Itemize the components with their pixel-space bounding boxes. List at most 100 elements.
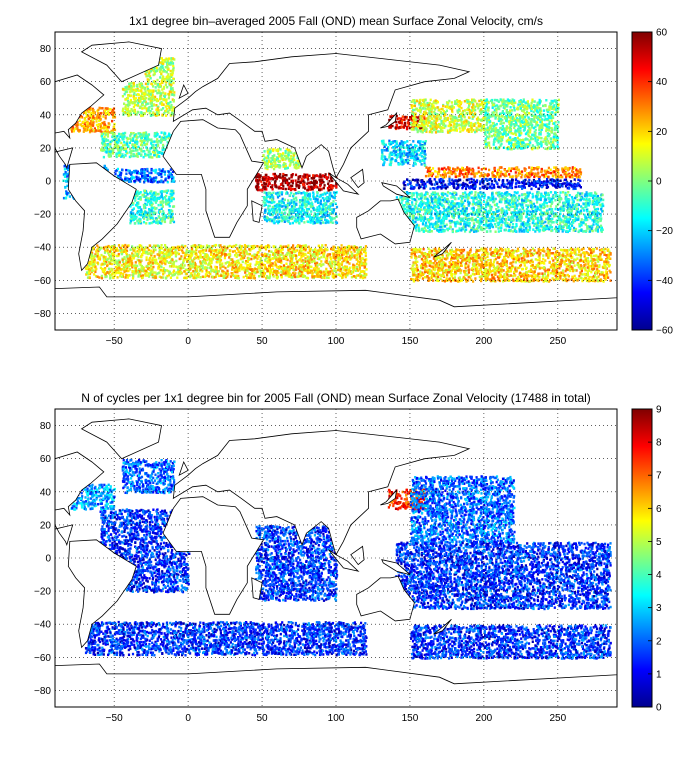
data-cell (65, 190, 68, 193)
data-cell (221, 274, 225, 278)
data-cell (114, 135, 117, 138)
data-cell (137, 89, 140, 92)
data-cell (136, 219, 139, 223)
data-cell (210, 270, 213, 273)
data-cell (139, 180, 142, 183)
data-cell (320, 179, 323, 183)
data-cell (125, 168, 128, 172)
data-cell (267, 175, 270, 179)
data-cell (301, 259, 304, 262)
data-cell (84, 118, 87, 122)
data-cell (317, 208, 320, 211)
data-cell (158, 249, 161, 252)
data-cell (106, 168, 109, 172)
data-cell (152, 103, 155, 106)
data-cell (345, 269, 348, 272)
data-cell (166, 79, 169, 82)
data-cell (149, 109, 152, 113)
data-cell (310, 216, 313, 219)
data-cell (260, 261, 264, 264)
data-cell (247, 252, 250, 256)
data-cell (328, 179, 331, 183)
data-cell (327, 276, 330, 279)
data-cell (157, 91, 161, 95)
data-cell (195, 251, 198, 254)
data-cell (128, 268, 131, 271)
data-cell (96, 244, 99, 247)
data-cell (271, 178, 275, 181)
data-cell (283, 269, 286, 272)
data-cell (319, 180, 322, 183)
data-cell (341, 276, 344, 279)
data-cell (149, 175, 152, 179)
data-cell (157, 144, 160, 147)
data-cell (169, 172, 172, 175)
data-cell (145, 191, 148, 195)
data-cell (267, 200, 270, 204)
data-cell (243, 268, 246, 272)
data-cell (278, 216, 281, 219)
data-cell (243, 247, 247, 251)
data-cell (159, 169, 162, 172)
data-cell (137, 145, 140, 149)
data-cell (264, 266, 267, 269)
data-cell (235, 243, 238, 247)
data-cell (236, 247, 239, 250)
data-cell (347, 272, 350, 275)
data-cell (273, 270, 276, 274)
data-cell (234, 276, 237, 279)
data-cell (99, 129, 102, 133)
data-cell (138, 273, 141, 276)
data-cell (291, 246, 294, 249)
data-cell (145, 196, 148, 199)
data-cell (140, 147, 143, 150)
data-cell (132, 212, 135, 215)
data-cell (304, 203, 307, 206)
data-cell (171, 219, 174, 222)
data-cell (123, 102, 126, 105)
data-cell (212, 256, 215, 259)
data-cell (270, 177, 273, 180)
data-cell (267, 182, 271, 186)
data-cell (185, 268, 188, 271)
data-cell (111, 108, 114, 112)
data-cell (304, 253, 307, 257)
data-cell (106, 112, 109, 115)
data-cell (299, 258, 302, 261)
data-cell (205, 244, 209, 247)
data-cell (130, 132, 133, 136)
data-cell (187, 264, 190, 267)
data-cell (205, 253, 208, 257)
data-cell (246, 263, 250, 267)
data-cell (262, 269, 265, 272)
data-cell (134, 203, 138, 207)
data-cell (126, 178, 129, 182)
data-cell (157, 172, 161, 175)
data-cell (317, 244, 320, 248)
data-cell (144, 173, 147, 177)
data-cell (140, 169, 143, 173)
data-cell (139, 221, 143, 225)
data-cell (143, 212, 146, 216)
data-cell (273, 176, 277, 180)
data-cell (112, 276, 115, 280)
data-cell (294, 217, 297, 220)
data-cell (259, 257, 262, 260)
data-cell (260, 259, 263, 262)
data-cell (275, 256, 278, 259)
data-cell (263, 272, 266, 275)
data-cell (298, 222, 301, 225)
data-cell (164, 178, 167, 181)
data-cell (153, 244, 156, 248)
data-cell (148, 210, 152, 214)
data-cell (268, 181, 271, 184)
data-cell (150, 252, 153, 255)
data-cell (157, 111, 160, 114)
data-cell (168, 133, 171, 137)
data-cell (220, 274, 223, 277)
data-cell (131, 208, 134, 212)
data-cell (133, 176, 136, 179)
data-cell (102, 137, 106, 140)
data-cell (177, 252, 181, 256)
data-cell (133, 101, 136, 105)
